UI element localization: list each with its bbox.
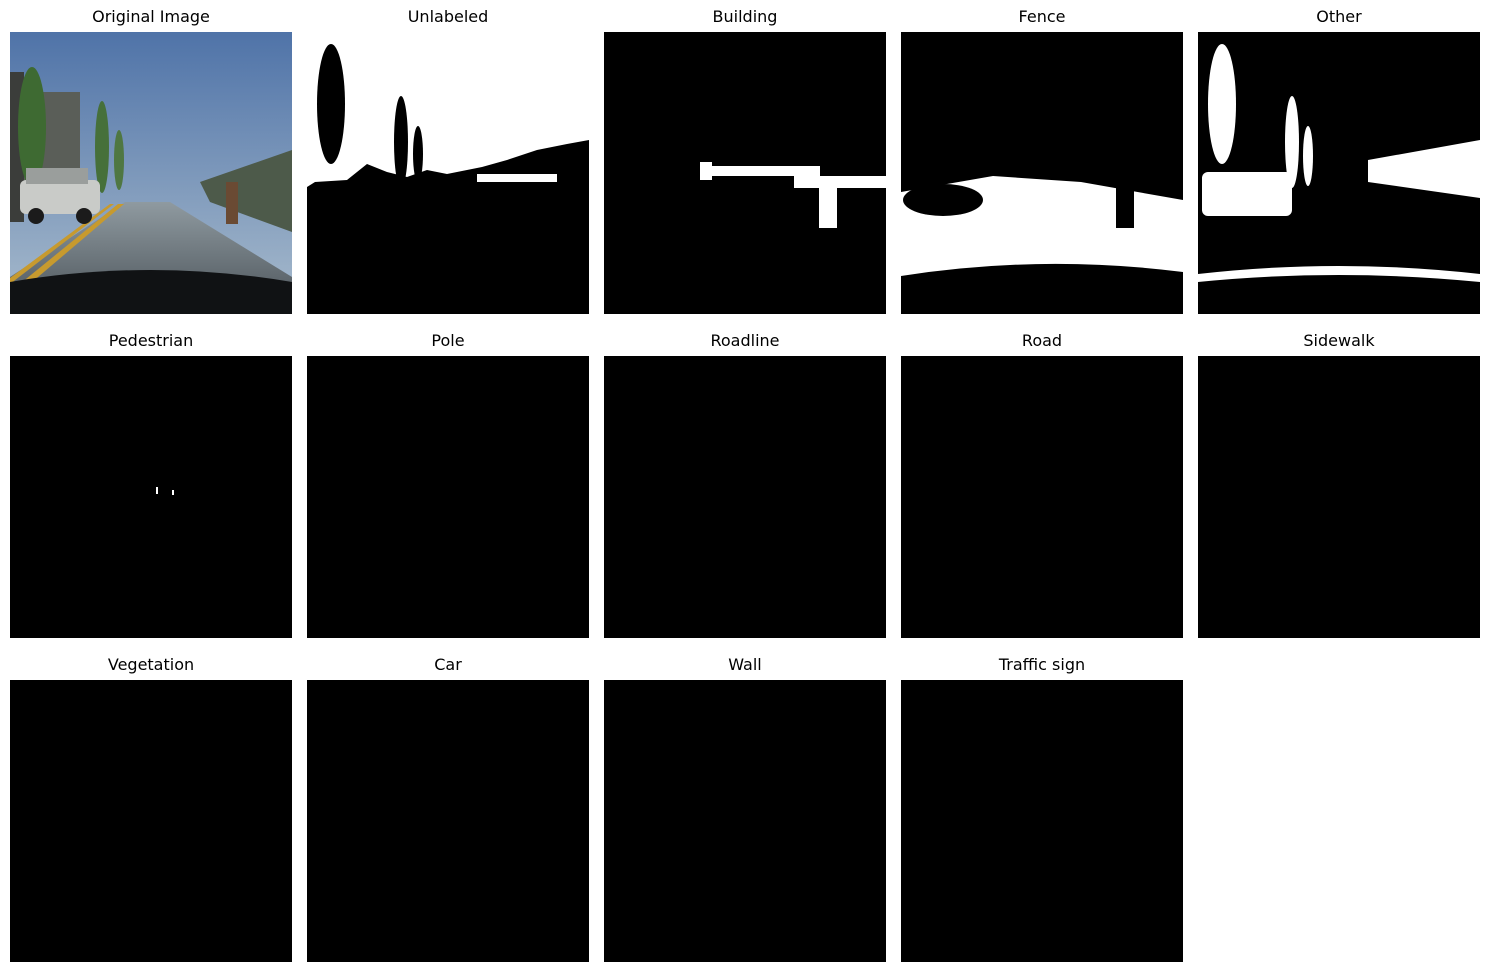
other-mask [1198, 32, 1480, 314]
mask-graphic [1198, 32, 1480, 314]
panel-title: Vegetation [107, 655, 195, 674]
roadline-mask [604, 356, 886, 638]
panel-title: Fence [1018, 7, 1066, 26]
panel-title: Road [1021, 331, 1063, 350]
pedestrian-mask [10, 356, 292, 638]
sidewalk-mask [1198, 356, 1480, 638]
panel-title: Unlabeled [407, 7, 489, 26]
panel-title: Pedestrian [108, 331, 194, 350]
panel-title: Original Image [92, 7, 210, 26]
panel-title: Traffic sign [998, 655, 1086, 674]
panel-title: Other [1316, 7, 1362, 26]
building-mask [604, 32, 886, 314]
road-mask [901, 356, 1183, 638]
mask-graphic [10, 356, 292, 638]
panel-title: Pole [431, 331, 465, 350]
unlabeled-mask [307, 32, 589, 314]
car-mask [307, 680, 589, 962]
wall-mask [604, 680, 886, 962]
panel-title: Roadline [710, 331, 780, 350]
mask-graphic [901, 32, 1183, 314]
street-scene-photo [10, 32, 292, 314]
panel-title: Car [434, 655, 462, 674]
panel-title: Wall [728, 655, 762, 674]
vegetation-mask [10, 680, 292, 962]
mask-graphic [307, 32, 589, 314]
panel-title: Sidewalk [1303, 331, 1375, 350]
fence-mask [901, 32, 1183, 314]
photo-graphic [10, 32, 292, 314]
traffic-sign-mask [901, 680, 1183, 962]
pole-mask [307, 356, 589, 638]
panel-title: Building [712, 7, 778, 26]
mask-graphic [604, 32, 886, 314]
